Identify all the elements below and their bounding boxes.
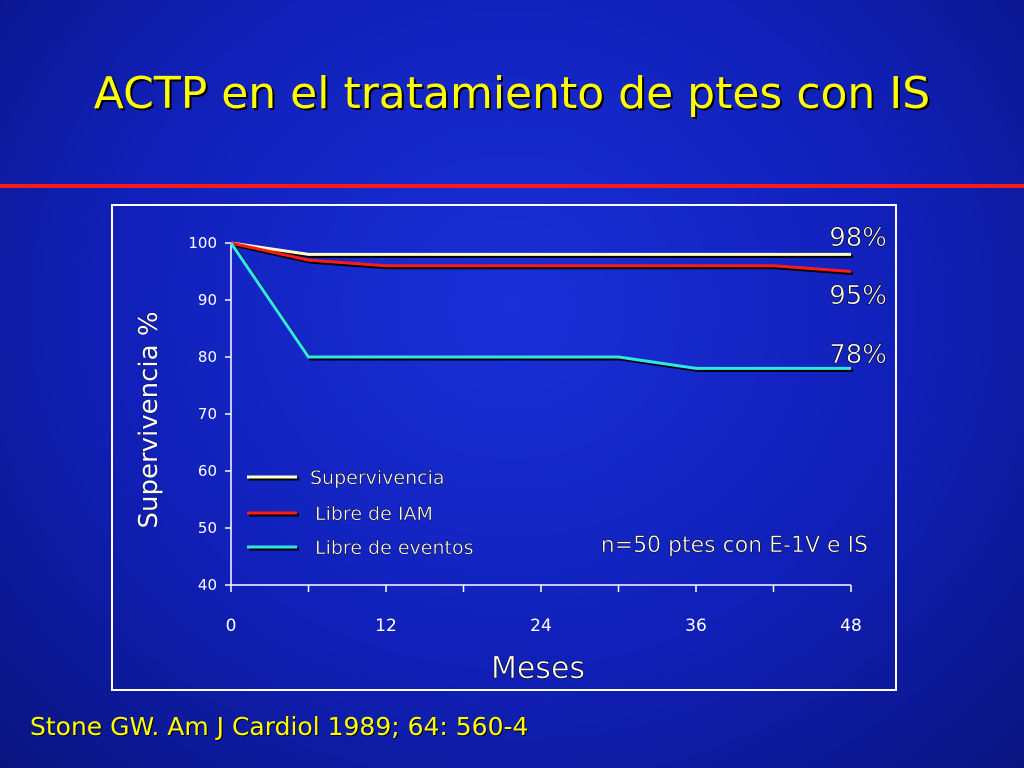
x-tick-label: 0: [226, 616, 237, 636]
y-axis-label: Supervivencia %: [134, 311, 164, 528]
sample-size-annotation: n=50 ptes con E-1V e IS: [601, 533, 868, 558]
legend-label: Libre de IAM: [315, 503, 433, 525]
y-tick-label: 100: [188, 234, 217, 252]
series-line-shadow: [231, 244, 853, 372]
chart-legend: Supervivencia Libre de IAM Libre de evento…: [247, 467, 474, 559]
x-tick-label: 24: [530, 616, 552, 636]
chart-axes: 40 50 60 70 80 90 100 0 12 24 36 48: [188, 234, 861, 636]
x-axis-label: Meses: [491, 651, 585, 686]
chart-end-labels: 98% 95% 78%: [829, 223, 887, 371]
series-line: [229, 242, 851, 370]
citation: Stone GW. Am J Cardiol 1989; 64: 560-4: [30, 712, 529, 741]
series-line: [230, 241, 851, 256]
x-tick-label: 12: [375, 616, 397, 636]
series-end-label: 78%: [829, 340, 887, 370]
chart-series-lines: [229, 241, 854, 372]
series-line-shadow: [232, 243, 853, 258]
x-tick-label: 48: [840, 616, 862, 636]
slide-title: ACTP en el tratamiento de ptes con IS: [93, 68, 931, 119]
legend-label: Libre de eventos: [315, 537, 473, 559]
series-line: [230, 241, 852, 273]
y-tick-label: 50: [198, 519, 217, 537]
legend-label: Supervivencia: [310, 467, 445, 489]
chart-frame: [111, 204, 897, 691]
x-tick-label: 36: [685, 616, 707, 636]
series-end-label: 98%: [829, 223, 887, 253]
y-tick-label: 40: [198, 576, 217, 594]
y-tick-label: 80: [198, 348, 217, 366]
title-divider: [0, 184, 1024, 188]
y-tick-label: 70: [198, 405, 217, 423]
y-tick-label: 90: [198, 291, 217, 309]
series-end-label: 95%: [829, 281, 887, 311]
series-line-shadow: [232, 243, 854, 275]
y-tick-label: 60: [198, 462, 217, 480]
